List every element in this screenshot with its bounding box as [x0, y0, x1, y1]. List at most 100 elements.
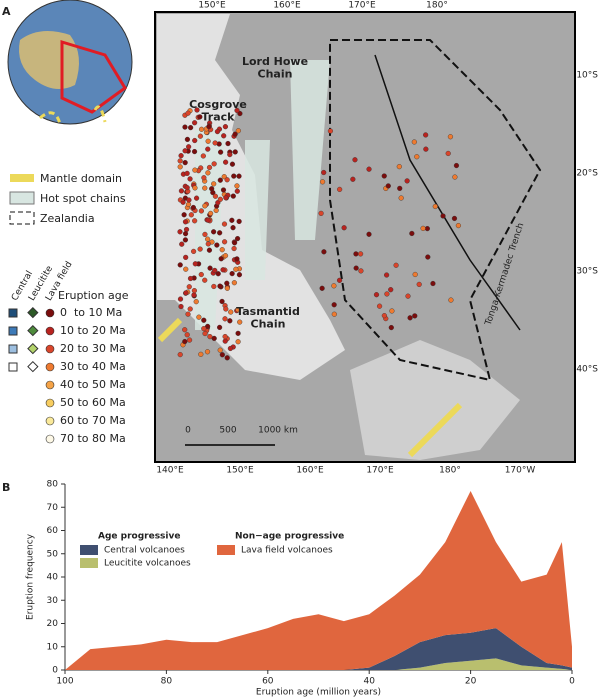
map-point	[177, 229, 183, 235]
map-point	[224, 285, 230, 291]
map-point	[217, 347, 223, 353]
map-point	[217, 324, 223, 330]
x-tick-label: 80	[161, 677, 173, 687]
map-point	[230, 193, 236, 199]
map-point	[384, 291, 390, 297]
legend-swatch	[80, 558, 98, 568]
map-point	[227, 345, 234, 352]
map-point	[221, 221, 228, 227]
map-point	[183, 266, 189, 272]
x-tick-label: 60	[262, 677, 274, 687]
map-point	[191, 292, 197, 298]
age-title: Eruption age	[58, 289, 129, 302]
map-point	[205, 138, 211, 144]
area	[65, 658, 572, 670]
lon-label: 150°E	[226, 466, 254, 476]
map-point	[205, 236, 211, 242]
map-point	[217, 283, 223, 289]
legend-label: Hot spot chains	[40, 192, 126, 205]
map-point	[201, 317, 207, 323]
map-point	[219, 298, 225, 305]
x-axis-label: Eruption age (million years)	[256, 688, 381, 698]
lava-symbol	[45, 326, 55, 336]
map-point	[385, 183, 391, 189]
map-point	[451, 215, 458, 222]
map-point	[448, 297, 454, 303]
map-point	[218, 256, 224, 262]
lon-label: 180°	[426, 1, 448, 11]
map-point	[350, 176, 356, 182]
map-point	[205, 241, 211, 247]
map-point	[220, 267, 226, 273]
y-tick-label: 70	[47, 503, 59, 513]
map-point	[231, 245, 237, 252]
map-point	[231, 240, 238, 246]
map-point	[318, 210, 324, 216]
map-point	[214, 128, 221, 135]
map-point	[197, 133, 203, 139]
map-point	[234, 183, 240, 189]
map-label: Lord Howe Chain	[242, 55, 308, 81]
map-point	[217, 196, 223, 202]
map-point	[186, 337, 193, 343]
legend-swatch	[80, 545, 98, 555]
map-point	[341, 225, 347, 231]
map-point	[187, 306, 193, 312]
map-point	[353, 251, 359, 257]
map-point	[234, 107, 240, 114]
age-label: 70 to 80 Ma	[60, 432, 126, 445]
map-point	[227, 151, 233, 158]
map-point	[352, 157, 358, 163]
map-point	[381, 173, 387, 179]
map-point	[181, 212, 187, 218]
map-point	[214, 242, 220, 248]
map-point	[206, 124, 212, 130]
map-point	[197, 114, 203, 120]
map-point	[319, 179, 326, 185]
map-point	[212, 267, 218, 274]
map-point	[222, 338, 228, 344]
map-point	[212, 193, 219, 199]
map-point	[221, 239, 228, 245]
map-point	[440, 213, 446, 219]
map-point	[366, 166, 372, 172]
hotspot-chains	[195, 60, 330, 330]
age-label: 30 to 40 Ma	[60, 360, 126, 373]
central-symbol	[8, 362, 18, 372]
map-point	[202, 277, 208, 283]
map-point	[198, 126, 205, 132]
map-point	[430, 280, 436, 287]
map-point	[184, 170, 190, 176]
map-point	[453, 162, 460, 169]
map-point	[234, 188, 240, 194]
y-tick-label: 80	[47, 480, 59, 490]
map-point	[217, 230, 223, 236]
x-tick-label: 20	[465, 677, 477, 687]
map-point	[183, 254, 189, 260]
y-tick-label: 60	[47, 526, 59, 536]
mantle-domain	[157, 317, 463, 458]
globe-frame	[60, 39, 127, 114]
age-label: 0 to 10 Ma	[60, 306, 122, 319]
map-point	[177, 352, 183, 358]
map-point	[218, 149, 224, 155]
age-label: 40 to 50 Ma	[60, 378, 126, 391]
map-point	[202, 231, 208, 238]
map-point	[207, 265, 213, 271]
map-point	[389, 308, 395, 314]
y-tick-label: 40	[47, 573, 59, 583]
map-point	[236, 218, 242, 225]
map-point	[188, 212, 194, 218]
map-point	[357, 251, 364, 257]
map-point	[180, 199, 186, 205]
map-point	[211, 181, 217, 187]
map-point	[182, 219, 189, 225]
map-point	[373, 292, 380, 298]
map-point	[177, 164, 183, 170]
map-point	[321, 249, 327, 255]
lava-symbol	[45, 362, 55, 372]
map-point	[228, 309, 234, 315]
map-point	[234, 236, 241, 242]
map-point	[178, 303, 184, 310]
map-point	[405, 293, 411, 299]
